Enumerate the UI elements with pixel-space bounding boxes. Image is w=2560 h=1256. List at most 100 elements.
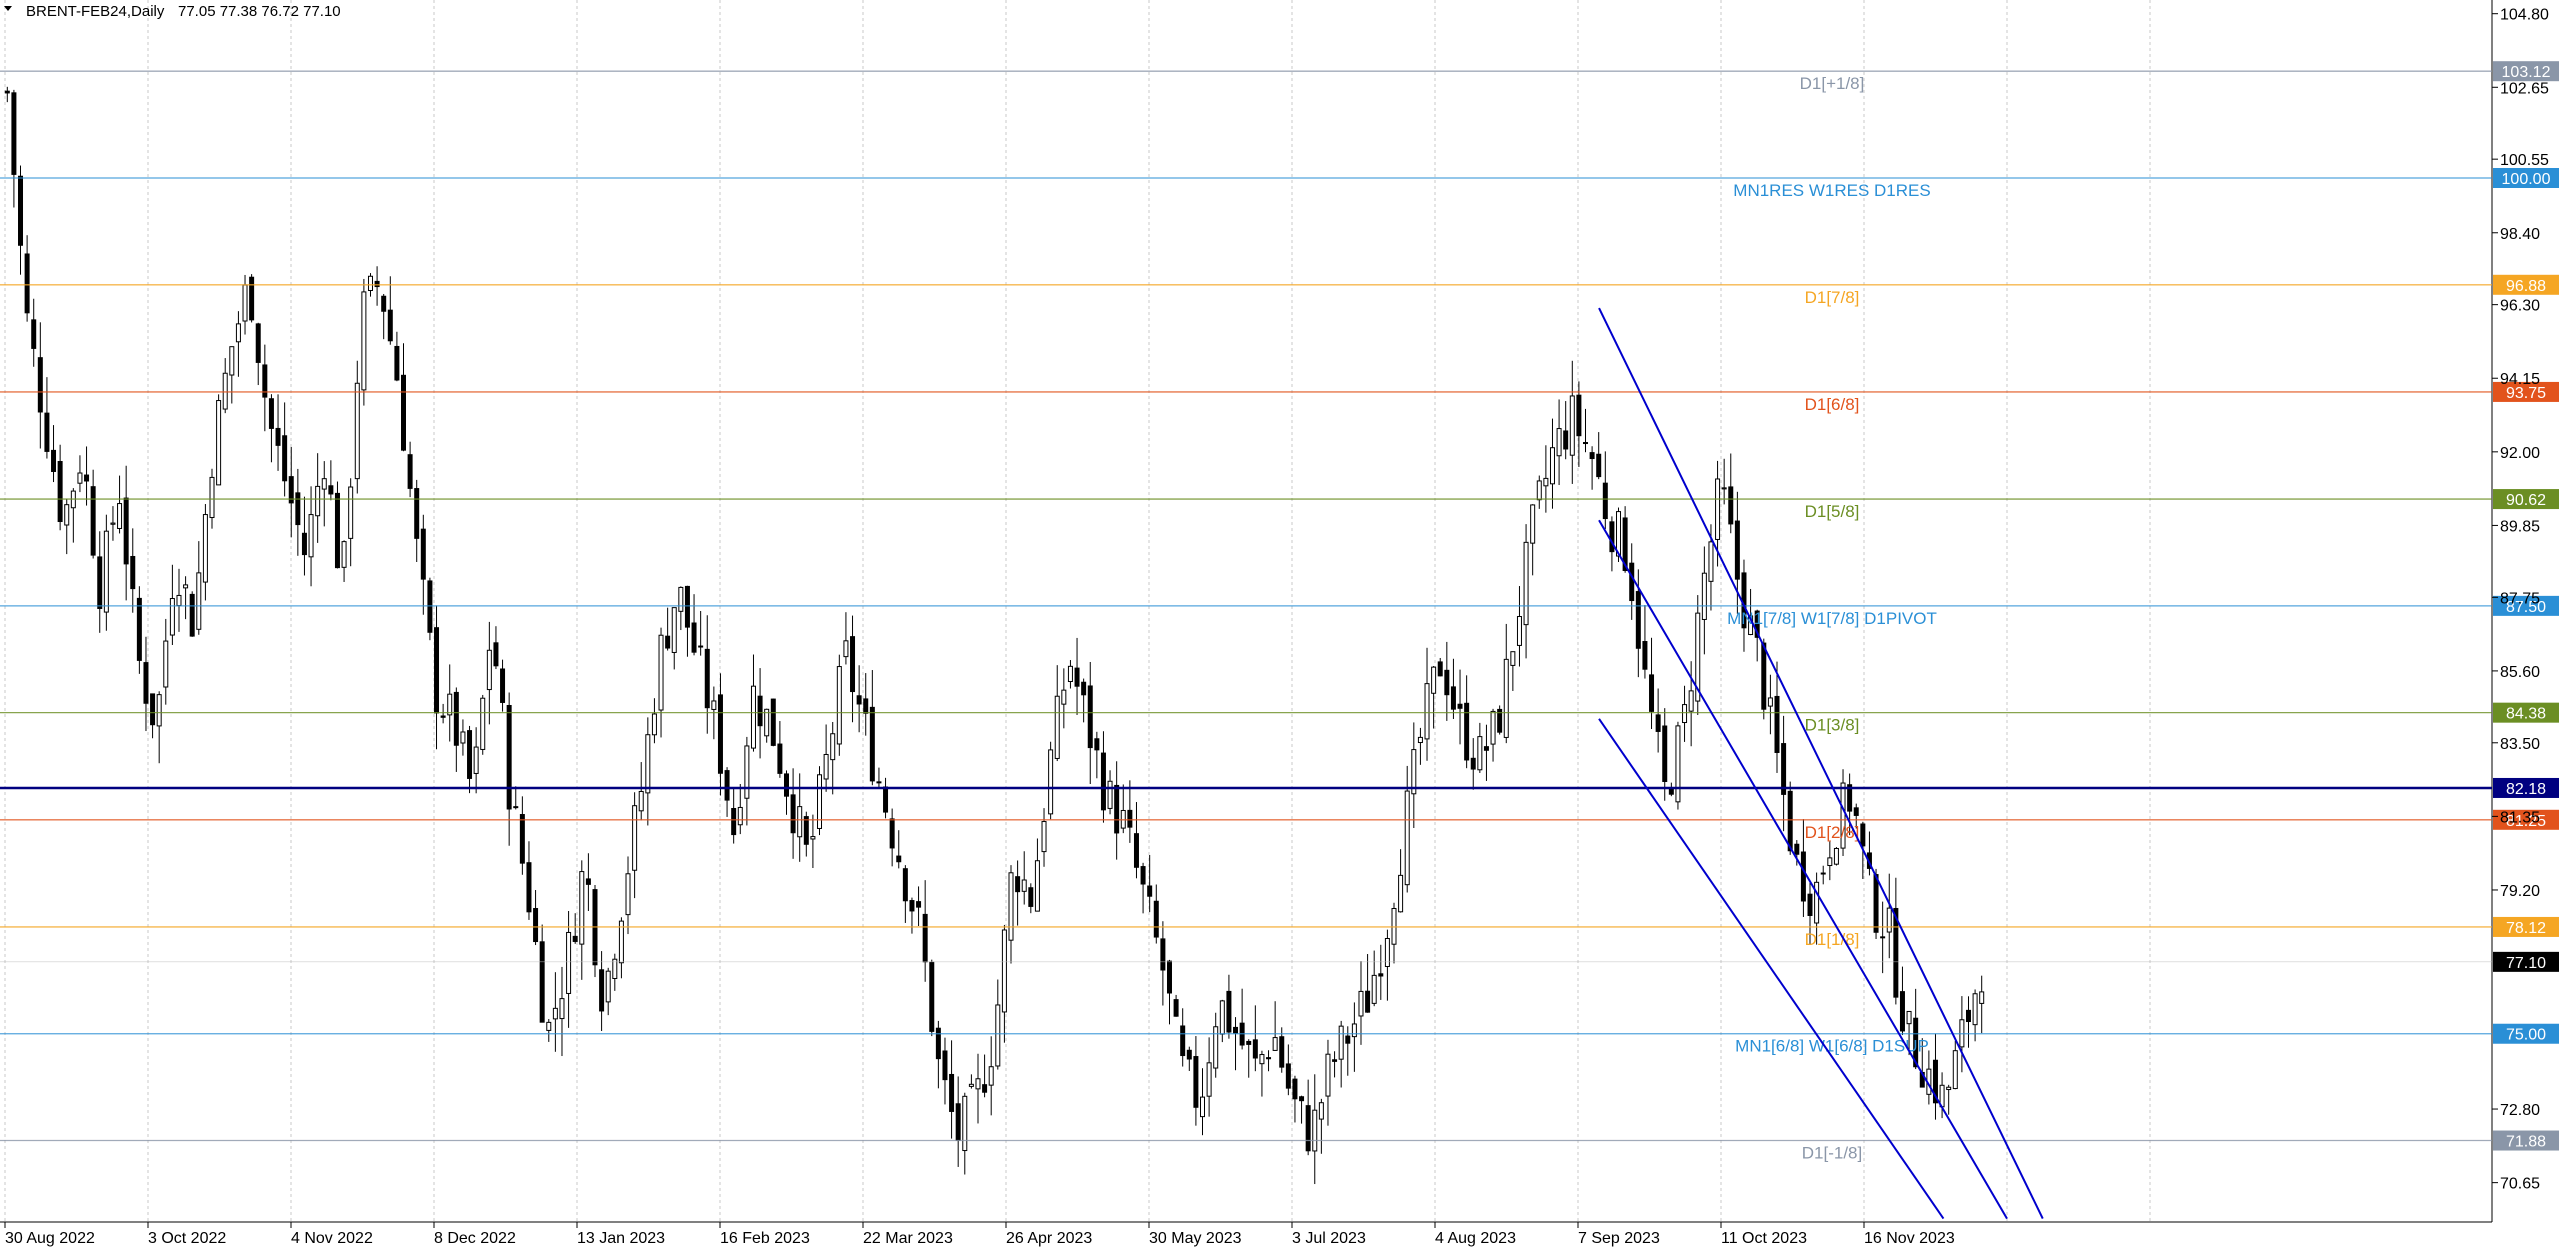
candle-bear [1193,1056,1199,1108]
candle [235,311,241,377]
candle-bull [64,504,70,526]
candle-bull [473,746,479,774]
level-label: MN1RES W1RES D1RES [1733,181,1930,200]
chart-header: BRENT-FEB24,Daily 77.05 77.38 76.72 77.1… [4,3,341,20]
candle [770,698,776,747]
y-tick-label: 98.40 [2500,226,2540,243]
candle [671,607,677,670]
y-tick-label: 81.35 [2500,809,2540,826]
candle [1233,1017,1239,1071]
candle [1153,884,1159,944]
candle [440,703,446,724]
candle [1318,1098,1324,1154]
candle-bear [1127,809,1133,828]
candle [1411,722,1417,828]
candle-bull [1840,782,1846,849]
candle-bull [1886,907,1892,933]
level-label: MN1[7/8] W1[7/8] D1PIVOT [1727,609,1937,628]
candle-bear [1266,1057,1272,1060]
candle-bull [1272,1037,1278,1051]
price-tag-label: 84.38 [2506,706,2546,723]
candle-bear [691,622,697,653]
candle [1074,637,1080,715]
candle [123,465,129,601]
candle [1140,862,1146,914]
candle [242,274,248,335]
candle [341,540,347,582]
candle [1259,1050,1265,1097]
candle-bear [902,868,908,902]
candle-bear [44,412,50,452]
candle-bear [1774,695,1780,753]
candle-bull [836,666,842,745]
candle [876,767,882,788]
candle-bull [559,998,565,1020]
candle [552,972,558,1052]
y-tick-label: 102.65 [2500,80,2549,97]
candle-bear [1563,430,1569,450]
candle-bull [1543,477,1549,487]
candle-bear [262,364,268,398]
candle-bear [282,435,288,482]
candle [1120,784,1126,834]
candle [1728,453,1734,534]
candle [334,481,340,569]
candle-bull [817,774,823,829]
candle-bull [1516,616,1522,646]
candle-bear [1457,703,1463,709]
candle [1695,595,1701,715]
candle [1688,661,1694,747]
candle [1767,674,1773,735]
candle-bull [658,634,664,711]
candle-bear [37,357,43,413]
candle [1186,1046,1192,1071]
candle [546,1019,552,1042]
candle-bull [1067,665,1073,683]
price-tag-label: 75.00 [2506,1027,2546,1044]
price-tag-label: 77.10 [2506,955,2546,972]
candle-bear [1160,938,1166,971]
candle [1886,873,1892,959]
candle [1325,1039,1331,1126]
price-tag-label: 78.12 [2506,920,2546,937]
triangle-down-icon[interactable] [4,6,12,11]
candle [1100,731,1106,823]
symbol-label: BRENT-FEB24,Daily [26,3,165,20]
candle [896,830,902,869]
candle-bull [1219,1000,1225,1035]
candle-bull [638,790,644,812]
candle-bear [295,492,301,526]
candle [665,607,671,651]
candle-bull [156,694,162,727]
price-tag [2493,777,2559,798]
candle-bull [196,572,202,630]
candle [1543,445,1549,513]
level-label: D1[2/8] [1805,823,1860,842]
candle-bear [1734,520,1740,580]
candle [843,612,849,665]
candle [982,1054,988,1098]
candle [1252,1005,1258,1072]
candle [1424,647,1430,761]
candle [678,586,684,631]
candle-bear [1028,887,1034,907]
candle-bull [1556,428,1562,457]
candle [4,86,10,103]
candle-bear [1860,823,1866,847]
candle [724,767,730,817]
candle-bear [11,92,17,175]
candle-bull [117,503,123,529]
candle-bear [1483,746,1489,751]
candle [764,708,770,743]
x-tick-label: 26 Apr 2023 [1006,1230,1092,1247]
candle [84,446,90,506]
candle-bull [1767,697,1773,707]
candle [1378,944,1384,1000]
candle-bull [183,584,189,589]
candle-bear [513,806,519,809]
candle-bull [618,920,624,964]
candle [1523,524,1529,659]
candle [268,394,274,463]
